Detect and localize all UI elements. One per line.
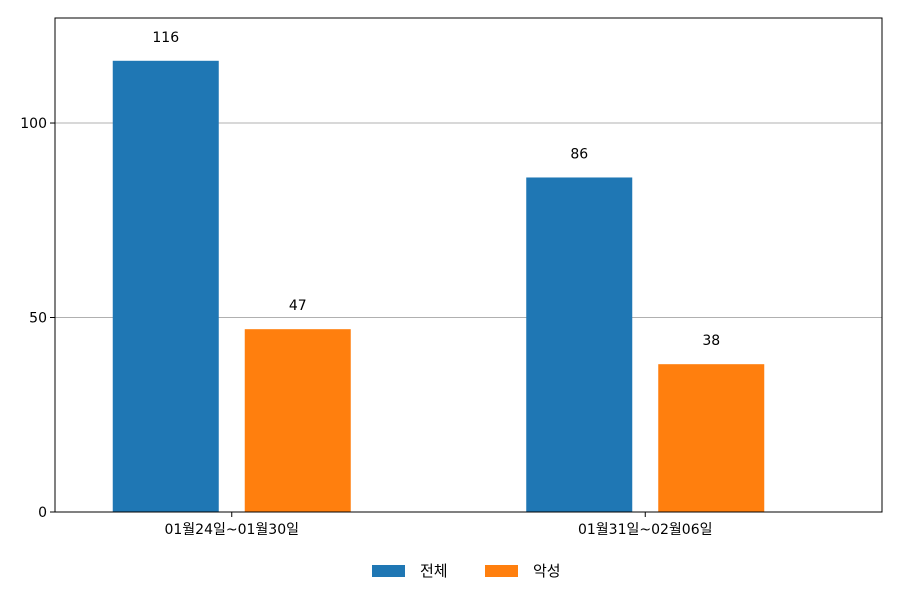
y-tick-label: 100	[20, 116, 47, 132]
x-tick-label: 01월24일~01월30일	[164, 522, 299, 538]
data-labels: 116 47 86 38	[152, 30, 720, 349]
x-tick-label: 01월31일~02월06일	[578, 522, 713, 538]
legend-label: 악성	[533, 562, 561, 580]
bar-value-label: 86	[570, 146, 588, 162]
bar-malicious-0	[244, 329, 351, 512]
legend-swatch	[485, 565, 518, 577]
plot-frame	[54, 17, 883, 513]
bar-value-label: 38	[702, 333, 720, 349]
legend-swatch	[372, 565, 405, 577]
legend-label: 전체	[420, 562, 448, 580]
y-tick-label: 0	[38, 505, 47, 521]
bar-malicious-1	[658, 364, 765, 512]
bar-value-label: 47	[289, 298, 307, 314]
bars	[112, 60, 765, 512]
legend: 전체 악성	[372, 562, 561, 580]
y-axis: 0 50 100	[20, 116, 55, 521]
x-axis: 01월24일~01월30일 01월31일~02월06일	[164, 512, 713, 538]
bar-total-0	[112, 60, 219, 512]
y-tick-label: 50	[29, 311, 47, 327]
bar-value-label: 116	[152, 30, 179, 46]
bar-total-1	[526, 177, 633, 512]
